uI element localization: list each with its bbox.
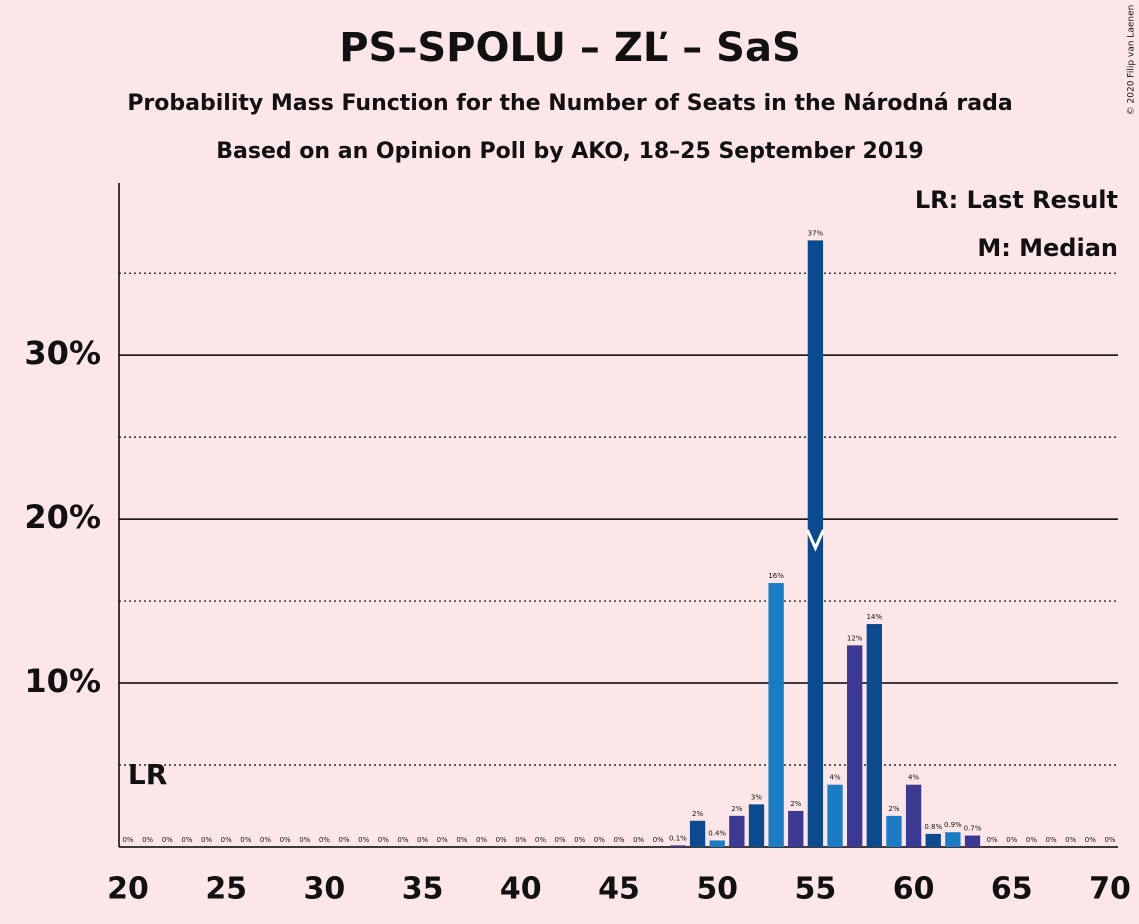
value-label: 2% [888, 805, 899, 813]
value-label: 0% [201, 836, 212, 844]
value-label: 0.7% [964, 825, 982, 833]
bar [807, 240, 824, 848]
y-tick-label: 20% [24, 498, 101, 536]
value-label: 4% [829, 774, 840, 782]
value-label: 0% [555, 836, 566, 844]
bar [827, 784, 843, 847]
bar [709, 840, 725, 847]
x-tick-label: 20 [107, 872, 149, 907]
value-label: 0.1% [669, 834, 687, 842]
x-tick-label: 25 [205, 872, 247, 907]
bar [847, 645, 863, 847]
value-label: 0% [319, 836, 330, 844]
value-label: 4% [908, 774, 919, 782]
x-tick-label: 45 [598, 872, 640, 907]
value-label: 12% [847, 634, 863, 642]
x-tick-label: 60 [893, 872, 935, 907]
value-label: 0% [181, 836, 192, 844]
value-label: 0% [358, 836, 369, 844]
value-label: 0% [240, 836, 251, 844]
bar [670, 845, 686, 847]
bar [788, 810, 804, 847]
median-marker [806, 529, 825, 552]
value-label: 0% [594, 836, 605, 844]
value-label: 0% [633, 836, 644, 844]
x-tick-label: 65 [991, 872, 1033, 907]
value-label: 0% [987, 836, 998, 844]
value-label: 0% [1085, 836, 1096, 844]
bar [945, 832, 961, 847]
value-label: 0% [535, 836, 546, 844]
x-tick-label: 30 [304, 872, 346, 907]
bar [729, 815, 745, 847]
value-label: 0% [378, 836, 389, 844]
value-label: 0% [613, 836, 624, 844]
value-label: 0% [437, 836, 448, 844]
value-label: 0% [653, 836, 664, 844]
value-label: 0% [1006, 836, 1017, 844]
value-label: 0% [162, 836, 173, 844]
bar [866, 624, 882, 847]
value-label: 16% [768, 572, 784, 580]
value-label: 0% [221, 836, 232, 844]
value-label: 14% [867, 613, 883, 621]
last-result-label: LR [128, 758, 167, 791]
x-tick-label: 50 [696, 872, 738, 907]
value-label: 0% [397, 836, 408, 844]
value-label: 0% [1026, 836, 1037, 844]
value-label: 0% [1104, 836, 1115, 844]
chart-subtitle: Probability Mass Function for the Number… [127, 91, 1012, 116]
value-label: 3% [751, 793, 762, 801]
value-label: 0% [122, 836, 133, 844]
chart-subtitle: Based on an Opinion Poll by AKO, 18–25 S… [216, 139, 924, 164]
value-label: 0% [338, 836, 349, 844]
bar [905, 784, 922, 847]
value-label: 2% [790, 800, 801, 808]
value-label: 0% [456, 836, 467, 844]
bar [925, 833, 941, 847]
value-label: 0% [299, 836, 310, 844]
value-label: 0% [142, 836, 153, 844]
value-label: 0.4% [708, 829, 726, 837]
value-label: 0% [1046, 836, 1057, 844]
value-label: 2% [731, 805, 742, 813]
x-tick-label: 55 [795, 872, 837, 907]
legend-entry: M: Median [977, 234, 1118, 262]
value-label: 0% [476, 836, 487, 844]
y-tick-label: 30% [24, 334, 101, 372]
value-label: 0% [515, 836, 526, 844]
bar [964, 835, 981, 847]
value-label: 37% [808, 229, 824, 237]
x-tick-label: 70 [1089, 872, 1131, 907]
y-tick-label: 10% [24, 662, 101, 700]
legend-entry: LR: Last Result [915, 186, 1118, 214]
bar [689, 820, 706, 847]
value-label: 0% [1065, 836, 1076, 844]
value-label: 0% [574, 836, 585, 844]
copyright: © 2020 Filip van Laenen [1127, 5, 1137, 116]
value-label: 0% [260, 836, 271, 844]
bar [886, 815, 902, 847]
value-label: 2% [692, 810, 703, 818]
x-tick-label: 35 [402, 872, 444, 907]
value-label: 0% [417, 836, 428, 844]
value-label: 0% [496, 836, 507, 844]
value-label: 0.9% [944, 821, 962, 829]
chart-title: PS–SPOLU – ZĽ – SaS [339, 25, 801, 71]
value-label: 0% [280, 836, 291, 844]
bar [748, 804, 765, 847]
x-tick-label: 40 [500, 872, 542, 907]
bar [768, 583, 784, 847]
value-label: 0.8% [924, 823, 942, 831]
